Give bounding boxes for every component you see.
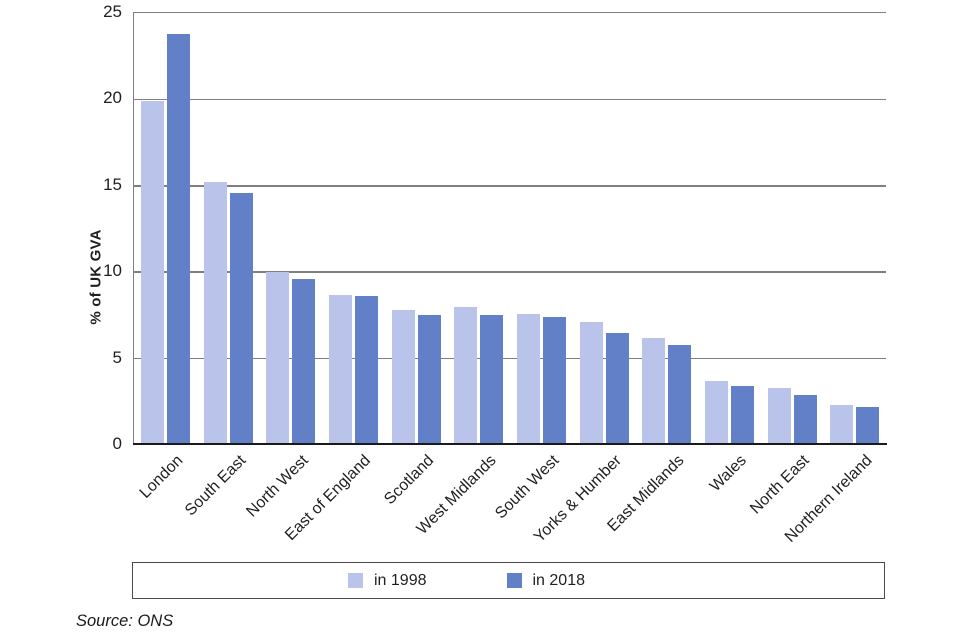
bar-group [573,13,636,445]
bar-group [635,13,698,445]
legend-item-1998: in 1998 [348,572,427,590]
gridline [134,185,886,187]
bar-in-2018 [480,315,504,445]
bar-in-1998 [642,337,666,445]
y-tick-label: 15 [103,174,122,194]
bar-in-2018 [793,394,817,445]
bar-in-1998 [203,182,227,445]
bar-in-2018 [166,33,190,445]
bar-in-2018 [668,344,692,445]
y-tick-label: 20 [103,88,122,108]
x-axis-line [133,442,887,445]
gridline [134,357,886,360]
legend-label-1998: in 1998 [374,571,427,589]
bar-in-2018 [542,317,566,445]
bar-in-1998 [391,310,415,445]
source-note: Source: ONS [76,612,174,630]
legend-swatch-1998 [348,573,363,588]
legend: in 1998 in 2018 [132,562,885,599]
x-tick-label: South East [181,452,250,520]
bar-group [197,13,260,445]
bar-in-1998 [767,387,791,445]
bar-in-1998 [579,322,603,445]
x-tick-label: London [136,452,187,502]
bar-in-2018 [730,386,754,445]
bar-in-2018 [605,332,629,445]
bar-group [761,13,824,445]
bar-in-1998 [328,294,352,445]
legend-item-2018: in 2018 [506,571,586,590]
y-tick-label: 25 [103,2,122,21]
bar-in-1998 [140,101,164,445]
plot-area [133,12,886,445]
y-tick-label: 10 [103,261,122,281]
bar-in-2018 [417,315,441,445]
x-axis-labels: London South East North West East of Englan… [133,452,885,562]
bar-group [698,13,761,445]
gridline [134,271,886,273]
bar-in-1998 [704,381,728,445]
bar-in-2018 [856,406,880,445]
gridline [134,98,886,101]
bar-in-1998 [266,272,290,445]
bar-in-2018 [354,296,378,445]
x-tick-label: North East [747,452,814,518]
y-tick-label: 5 [112,347,122,367]
bar-in-1998 [454,306,478,445]
legend-swatch-2018 [506,573,522,588]
bar-in-1998 [830,405,854,445]
x-tick-label: Scotland [380,452,438,509]
x-tick-label: Wales [707,452,751,496]
y-axis-ticks: 0 5 10 15 20 25 [0,2,122,453]
bar-group [510,13,573,445]
legend-items: in 1998 in 2018 [348,572,585,590]
bar-in-2018 [229,192,253,445]
bar-group [447,13,510,445]
y-tick-label: 0 [112,434,122,453]
bar-in-2018 [292,279,316,445]
legend-label-2018: in 2018 [532,571,586,589]
bar-group [322,13,385,445]
bar-groups [134,13,886,445]
bar-in-1998 [516,313,540,445]
bar-group [823,13,886,445]
bar-group [259,13,322,445]
bar-group [134,13,197,445]
bar-group [385,13,448,445]
